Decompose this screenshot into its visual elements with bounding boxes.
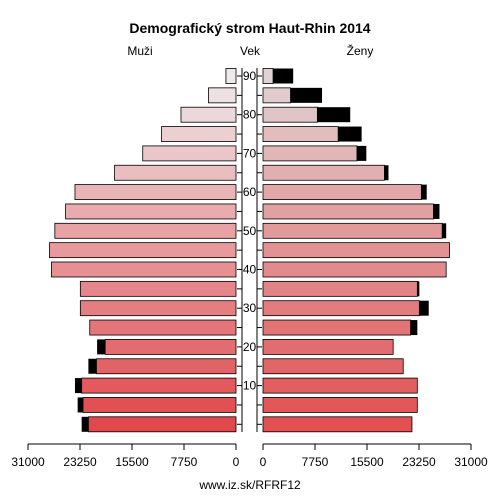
- men-bar: [79, 280, 237, 297]
- x-tick-label: 0: [260, 455, 267, 469]
- age-label: Vek: [240, 44, 261, 58]
- men-bar: [51, 261, 237, 278]
- men-bar-surplus: [97, 339, 106, 355]
- x-tick-label: 15500: [115, 455, 149, 469]
- age-tick-label: 20: [243, 340, 257, 354]
- men-bar-surplus: [81, 416, 89, 432]
- men-bars: [49, 68, 237, 433]
- age-tick-label: 40: [243, 263, 257, 277]
- women-bar-surplus: [290, 87, 323, 103]
- women-bar-surplus: [410, 320, 418, 336]
- women-bar-surplus: [317, 107, 351, 123]
- axes: 31000 23250 15500 7750 0 0 7750 15500 23250 31000…: [11, 68, 488, 469]
- women-bar: [262, 222, 443, 239]
- men-bar: [79, 300, 237, 317]
- women-bar-surplus: [442, 223, 447, 239]
- women-bar-surplus: [417, 281, 420, 297]
- x-tick-label: 7750: [171, 455, 198, 469]
- age-tick-label: 30: [243, 301, 257, 315]
- age-tick-label: 90: [243, 69, 257, 83]
- men-bar: [49, 242, 237, 259]
- women-bar: [262, 300, 420, 317]
- men-bar: [82, 397, 237, 413]
- women-bar: [262, 184, 422, 201]
- men-label: Muži: [127, 44, 152, 58]
- women-bar: [262, 68, 274, 84]
- women-bar: [262, 397, 418, 413]
- women-bar: [262, 280, 418, 297]
- men-bar: [87, 416, 237, 433]
- women-bar: [262, 338, 394, 355]
- age-tick-label: 50: [243, 224, 257, 238]
- x-tick-label: 23250: [402, 455, 436, 469]
- women-bar: [262, 319, 412, 336]
- age-tick-label: 10: [243, 379, 257, 393]
- x-tick-label: 15500: [350, 455, 384, 469]
- women-bar: [262, 106, 318, 123]
- men-bar: [96, 358, 237, 375]
- x-tick-label: 31000: [11, 455, 45, 469]
- x-tick-label: 31000: [454, 455, 488, 469]
- women-bar: [262, 87, 291, 104]
- men-bar: [180, 106, 237, 123]
- women-label: Ženy: [347, 43, 374, 58]
- women-bar-surplus: [433, 203, 440, 219]
- women-bar: [262, 126, 339, 142]
- men-bar: [208, 87, 237, 104]
- women-bar-surplus: [356, 145, 367, 161]
- women-bar: [262, 416, 413, 433]
- age-tick-label: 70: [243, 146, 257, 160]
- men-bar: [81, 377, 237, 394]
- men-bar: [142, 145, 237, 162]
- women-bar: [262, 164, 385, 181]
- women-bar: [262, 261, 447, 278]
- men-bar: [104, 338, 237, 355]
- age-tick-label: 60: [243, 185, 257, 199]
- women-bar-surplus: [273, 68, 294, 84]
- men-bar: [74, 184, 237, 201]
- footer-link[interactable]: www.iz.sk/RFRF12: [198, 478, 301, 492]
- men-bar: [114, 164, 237, 181]
- age-tick-label: 80: [243, 108, 257, 122]
- women-bar: [262, 203, 434, 220]
- men-bar-surplus: [88, 358, 97, 374]
- women-bar-surplus: [421, 184, 427, 200]
- men-bar-surplus: [74, 378, 82, 394]
- men-bar: [89, 319, 237, 336]
- men-bar: [161, 126, 237, 142]
- women-bar: [262, 242, 450, 259]
- women-bar-surplus: [419, 300, 429, 316]
- men-bar-surplus: [77, 397, 84, 413]
- men-bar: [225, 68, 237, 84]
- chart-title: Demografický strom Haut-Rhin 2014: [129, 20, 370, 36]
- women-bar: [262, 377, 418, 394]
- men-bar: [54, 222, 237, 239]
- x-tick-label: 0: [233, 455, 240, 469]
- women-bar: [262, 358, 404, 375]
- women-bar: [262, 145, 358, 162]
- x-tick-label: 23250: [63, 455, 97, 469]
- women-bar-surplus: [338, 126, 362, 142]
- men-bar: [65, 203, 237, 220]
- x-tick-label: 7750: [302, 455, 329, 469]
- women-bar-surplus: [384, 165, 389, 181]
- women-bars: [262, 68, 450, 433]
